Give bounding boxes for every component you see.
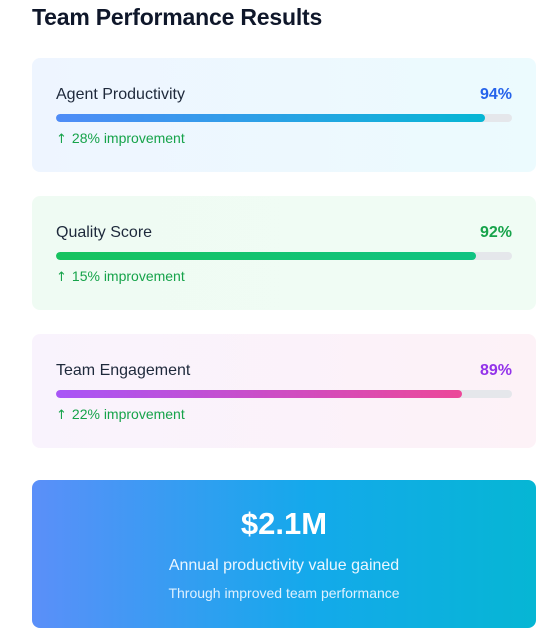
metric-label: Agent Productivity xyxy=(56,86,185,103)
improvement-label: 15% improvement xyxy=(71,268,185,284)
progress-bar-fill xyxy=(56,114,485,122)
arrow-up-icon: ↑ xyxy=(56,408,67,423)
summary-subcaption: Through improved team performance xyxy=(168,585,400,601)
summary-value: $2.1M xyxy=(240,506,328,541)
metric-card-quality-score: Quality Score 92% ↑ 15% improvement xyxy=(32,196,536,310)
progress-bar xyxy=(56,390,512,398)
metric-label: Quality Score xyxy=(56,224,153,241)
improvement-label: 22% improvement xyxy=(71,406,185,422)
arrow-up-icon: ↑ xyxy=(56,132,67,147)
metric-card-team-engagement: Team Engagement 89% ↑ 22% improvement xyxy=(32,334,536,448)
arrow-up-icon: ↑ xyxy=(56,270,67,285)
metric-value: 89% xyxy=(479,362,512,379)
progress-bar xyxy=(56,252,512,260)
summary-card: $2.1M Annual productivity value gained T… xyxy=(32,480,536,628)
improvement-label: 28% improvement xyxy=(71,130,185,146)
improvement-text: ↑ 28% improvement xyxy=(56,129,185,149)
metric-value: 94% xyxy=(479,86,512,103)
metric-label: Team Engagement xyxy=(56,362,191,379)
metric-card-agent-productivity: Agent Productivity 94% ↑ 28% improvement xyxy=(32,58,536,172)
progress-bar-fill xyxy=(56,390,462,398)
progress-bar xyxy=(56,114,512,122)
page-title: Team Performance Results xyxy=(32,4,323,30)
improvement-text: ↑ 15% improvement xyxy=(56,267,185,287)
progress-bar-fill xyxy=(56,252,476,260)
metric-value: 92% xyxy=(479,224,512,241)
summary-caption: Annual productivity value gained xyxy=(168,557,400,574)
improvement-text: ↑ 22% improvement xyxy=(56,405,185,425)
